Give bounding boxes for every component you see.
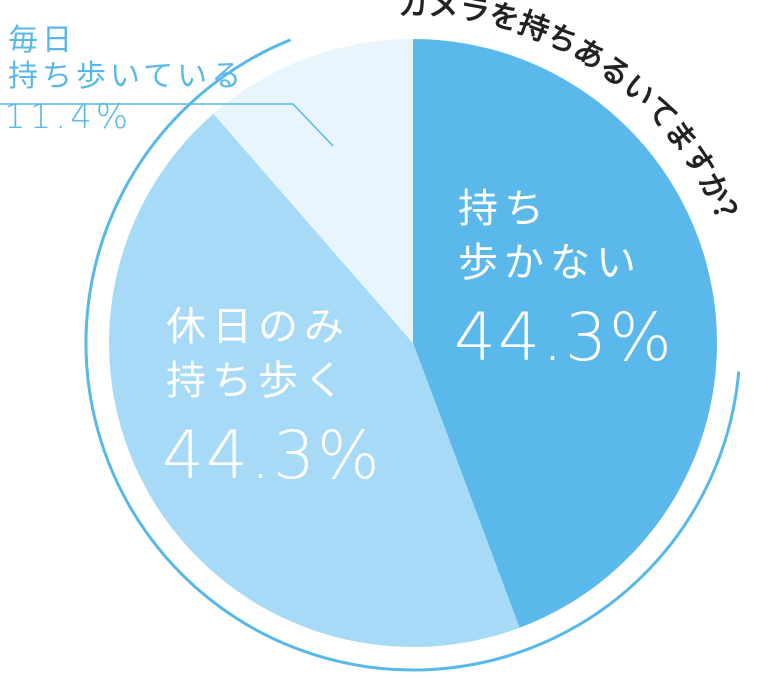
slice-1-value-label: 44.3% (454, 299, 674, 376)
slice-3-label-line-1: 毎日 (8, 23, 76, 58)
pie-slice-1 (413, 39, 717, 628)
slice-1-label-line-2: 歩かない (458, 240, 642, 286)
pie-slice-3 (213, 39, 413, 343)
slice-3-value-label: 11.4% (4, 97, 132, 137)
slice-3-leader-line (0, 103, 334, 147)
slice-1-label-line-1: 持ち (458, 186, 550, 232)
slice-2-label-line-1: 休日のみ (166, 304, 350, 350)
slice-3-label-line-2: 持ち歩いている (8, 59, 245, 94)
title-char-2: メ (427, 0, 460, 25)
slice-2-label-line-2: 持ち歩く (166, 358, 350, 404)
title-char-1: カ (398, 0, 428, 23)
pie-slice-2 (109, 113, 520, 647)
pie-outline-ring (84, 38, 741, 672)
slice-2-value-label: 44.3% (162, 417, 382, 494)
title-char-3: ラ (456, 0, 492, 31)
